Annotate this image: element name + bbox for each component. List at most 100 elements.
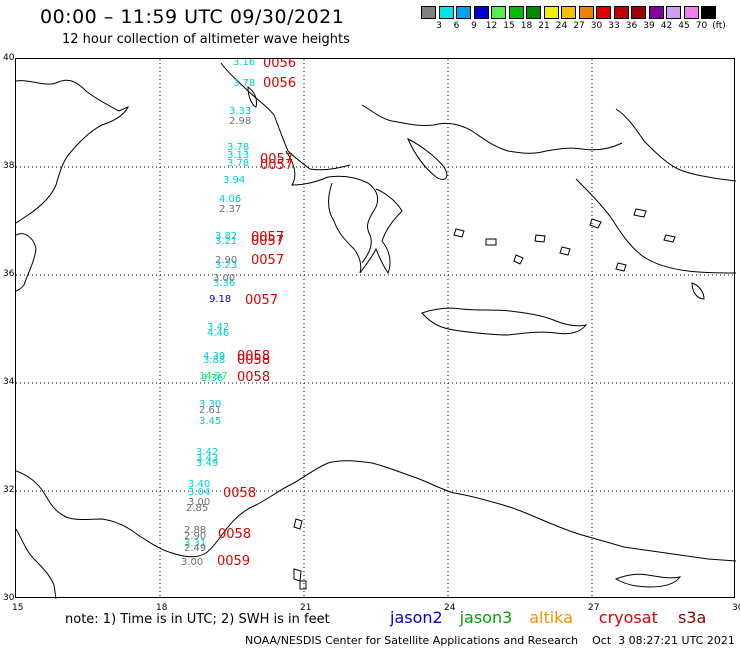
scale-label: 6 xyxy=(453,21,460,31)
scale-swatch xyxy=(578,6,594,19)
scale-label: 45 xyxy=(678,21,690,31)
pass-time-label: 0058 xyxy=(237,370,270,385)
wave-height-value: 2.37 xyxy=(219,204,241,215)
lat-lon-grid xyxy=(16,59,736,599)
scale-swatch xyxy=(421,6,436,19)
wave-height-value: 3.36 xyxy=(213,278,235,289)
wave-height-value: 3.21 xyxy=(215,236,237,247)
scale-label: (ft) xyxy=(712,21,726,31)
wave-height-value: 3.16 xyxy=(233,59,255,68)
wave-height-value: 3.30 xyxy=(199,399,221,410)
wave-height-value: 3.88 xyxy=(203,355,225,366)
scale-swatch xyxy=(683,6,699,19)
satellite-legend-jason2: jason2 xyxy=(390,608,443,627)
longitude-tick-label: 27 xyxy=(588,603,600,613)
wave-height-value: 3.33 xyxy=(229,106,251,117)
coast-peloponnese xyxy=(328,182,403,275)
wave-height-value: 3.00 xyxy=(213,273,235,284)
longitude-tick-label: 21 xyxy=(300,603,312,613)
scale-swatch xyxy=(613,6,629,19)
map-canvas: 3.163.783.332.983.783.133.783.944.062.37… xyxy=(16,59,736,599)
wave-height-value: 3.43 xyxy=(196,453,218,464)
wave-height-value: 3.00 xyxy=(188,497,210,508)
satellite-legend-cryosat: cryosat xyxy=(598,608,658,627)
wave-height-value: 2.49 xyxy=(184,543,206,554)
footer-note: note: 1) Time is in UTC; 2) SWH is in fe… xyxy=(65,612,330,627)
scale-swatch xyxy=(648,6,664,19)
scale-label: 30 xyxy=(590,21,603,31)
scale-label: 15 xyxy=(503,21,515,31)
scale-swatch xyxy=(526,6,541,19)
longitude-tick-label: 24 xyxy=(444,603,456,613)
coast-euboea xyxy=(406,137,448,180)
pass-time-label: 0057 xyxy=(251,230,284,245)
pass-time-label: 0057 xyxy=(260,152,293,167)
latitude-tick-label: 32 xyxy=(3,485,15,495)
wave-height-value: 4.46 xyxy=(207,328,229,339)
latitude-tick-label: 34 xyxy=(3,377,15,387)
scale-swatch xyxy=(491,6,506,19)
scale-swatch xyxy=(543,6,559,19)
map-frame[interactable]: 3.16 3.78 3.33 2.98 3.78 3.13 3.78 3.94 4.06 2.37… xyxy=(3,53,740,613)
wave-height-value: 2.90 xyxy=(215,255,237,266)
wave-height-value: 14.97 xyxy=(199,371,228,382)
coast-rhodes xyxy=(691,282,705,300)
scale-label: 33 xyxy=(608,21,620,31)
credit-line: NOAA/NESDIS Center for Satellite Applica… xyxy=(245,634,735,647)
wave-height-value: 3.49 xyxy=(196,458,218,469)
scale-label: 42 xyxy=(660,21,673,31)
scale-swatch xyxy=(508,6,524,19)
latitude-tick-label: 38 xyxy=(3,161,15,171)
latitude-tick-label: 30 xyxy=(3,593,15,603)
coast-gulf-sidra xyxy=(16,528,57,599)
wave-height-value: 2.98 xyxy=(229,116,251,127)
coast-balkans xyxy=(220,62,351,171)
pass-time-label: 0057 xyxy=(245,293,278,308)
scale-label: 27 xyxy=(573,21,585,31)
coast-greece-west xyxy=(285,150,379,264)
coastline xyxy=(16,62,736,599)
latitude-tick-label: 40 xyxy=(3,53,15,63)
scale-swatch xyxy=(701,6,716,19)
pass-time-label: 0058 xyxy=(237,353,270,368)
wave-height-value: 2.61 xyxy=(199,405,221,416)
scale-label: 24 xyxy=(555,21,568,31)
scale-label: 12 xyxy=(485,21,498,31)
wave-height-value: 3.42 xyxy=(207,322,229,333)
page-subtitle: 12 hour collection of altimeter wave hei… xyxy=(62,32,350,47)
page-title: 00:00 – 11:59 UTC 09/30/2021 xyxy=(40,6,345,28)
latitude-tick-label: 36 xyxy=(3,269,15,279)
scale-swatch xyxy=(473,6,489,19)
pass-time-label: 0056 xyxy=(263,76,296,91)
wave-height-value: 3.00 xyxy=(181,557,203,568)
wave-height-value: 4.39 xyxy=(203,351,225,362)
coast-corfu xyxy=(247,86,257,108)
longitude-tick-label: 30 xyxy=(732,603,740,613)
pass-time-label: 0057 xyxy=(251,253,284,268)
pass-time-label: 0058 xyxy=(223,486,256,501)
coast-aegean-north xyxy=(361,104,623,154)
satellite-legend-jason3: jason3 xyxy=(459,608,513,627)
coast-turkey-south xyxy=(575,178,736,274)
longitude-tick-label: 18 xyxy=(156,603,168,613)
altimeter-observations: 3.163.783.332.983.783.133.783.944.062.37… xyxy=(181,59,255,568)
coast-islets xyxy=(453,208,676,272)
coast-libya xyxy=(16,460,736,562)
satellite-legend-altika: altika xyxy=(529,608,573,627)
scale-swatch xyxy=(631,6,646,19)
coast-islands-south xyxy=(293,518,307,590)
scale-swatch xyxy=(596,6,611,19)
satellite-legend-s3a: s3a xyxy=(678,608,707,627)
wave-height-value: 2.85 xyxy=(186,503,208,514)
pass-time-label: 0057 xyxy=(260,158,293,173)
wave-height-value: 3.23 xyxy=(215,260,237,271)
wave-height-value: 3.45 xyxy=(199,416,221,427)
wave-height-value: 3.13 xyxy=(227,150,249,161)
pass-time-label: 0057 xyxy=(251,234,284,249)
wave-height-value: 2.90 xyxy=(184,531,206,542)
wave-height-value: 3.78 xyxy=(227,142,249,153)
scale-label: 70 xyxy=(695,21,708,31)
wave-height-value: 3.42 xyxy=(196,447,218,458)
coast-crete xyxy=(421,307,588,336)
wave-height-value: 3.36 xyxy=(201,373,223,384)
